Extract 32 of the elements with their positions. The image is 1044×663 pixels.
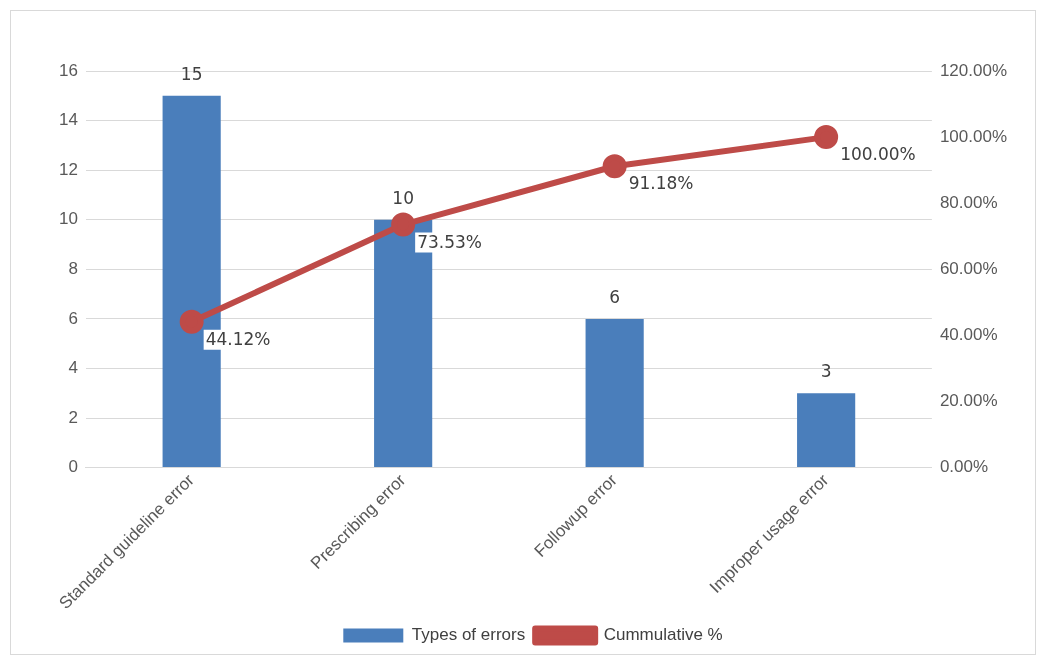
bar bbox=[585, 318, 644, 468]
point bbox=[391, 212, 416, 237]
y2-tick-label: 120.00% bbox=[939, 60, 1008, 80]
y2-tick-label: 100.00% bbox=[939, 126, 1008, 146]
legend-label: Types of errors bbox=[411, 625, 526, 645]
y2-tick-label: 60.00% bbox=[939, 258, 998, 278]
y-tick-label: 16 bbox=[58, 60, 78, 80]
point bbox=[602, 154, 627, 179]
y-tick-label: 4 bbox=[68, 358, 78, 378]
point bbox=[179, 309, 204, 334]
y-tick-label: 6 bbox=[68, 308, 78, 328]
y-tick-label: 2 bbox=[68, 407, 78, 427]
data-label: 10 bbox=[392, 187, 414, 208]
y2-tick-label: 40.00% bbox=[939, 325, 998, 345]
data-label: 44.12% bbox=[205, 328, 271, 349]
y2-tick-label: 80.00% bbox=[939, 192, 998, 212]
y-tick-label: 0 bbox=[68, 457, 78, 477]
data-label: 6 bbox=[609, 286, 621, 307]
y-tick-label: 8 bbox=[68, 258, 78, 278]
y-tick-label: 14 bbox=[58, 110, 78, 130]
y2-tick-label: 0.00% bbox=[939, 457, 989, 477]
point bbox=[814, 125, 839, 150]
legend-label: Cummulative % bbox=[603, 625, 723, 645]
data-label: 100.00% bbox=[840, 144, 916, 165]
data-label: 15 bbox=[180, 63, 203, 84]
bar bbox=[797, 393, 856, 468]
y-tick-label: 10 bbox=[58, 209, 78, 229]
data-label: 73.53% bbox=[417, 231, 482, 252]
data-label: 91.18% bbox=[628, 173, 694, 194]
data-label: 3 bbox=[820, 361, 832, 382]
y-tick-label: 12 bbox=[58, 159, 78, 179]
y2-tick-label: 20.00% bbox=[939, 391, 998, 411]
